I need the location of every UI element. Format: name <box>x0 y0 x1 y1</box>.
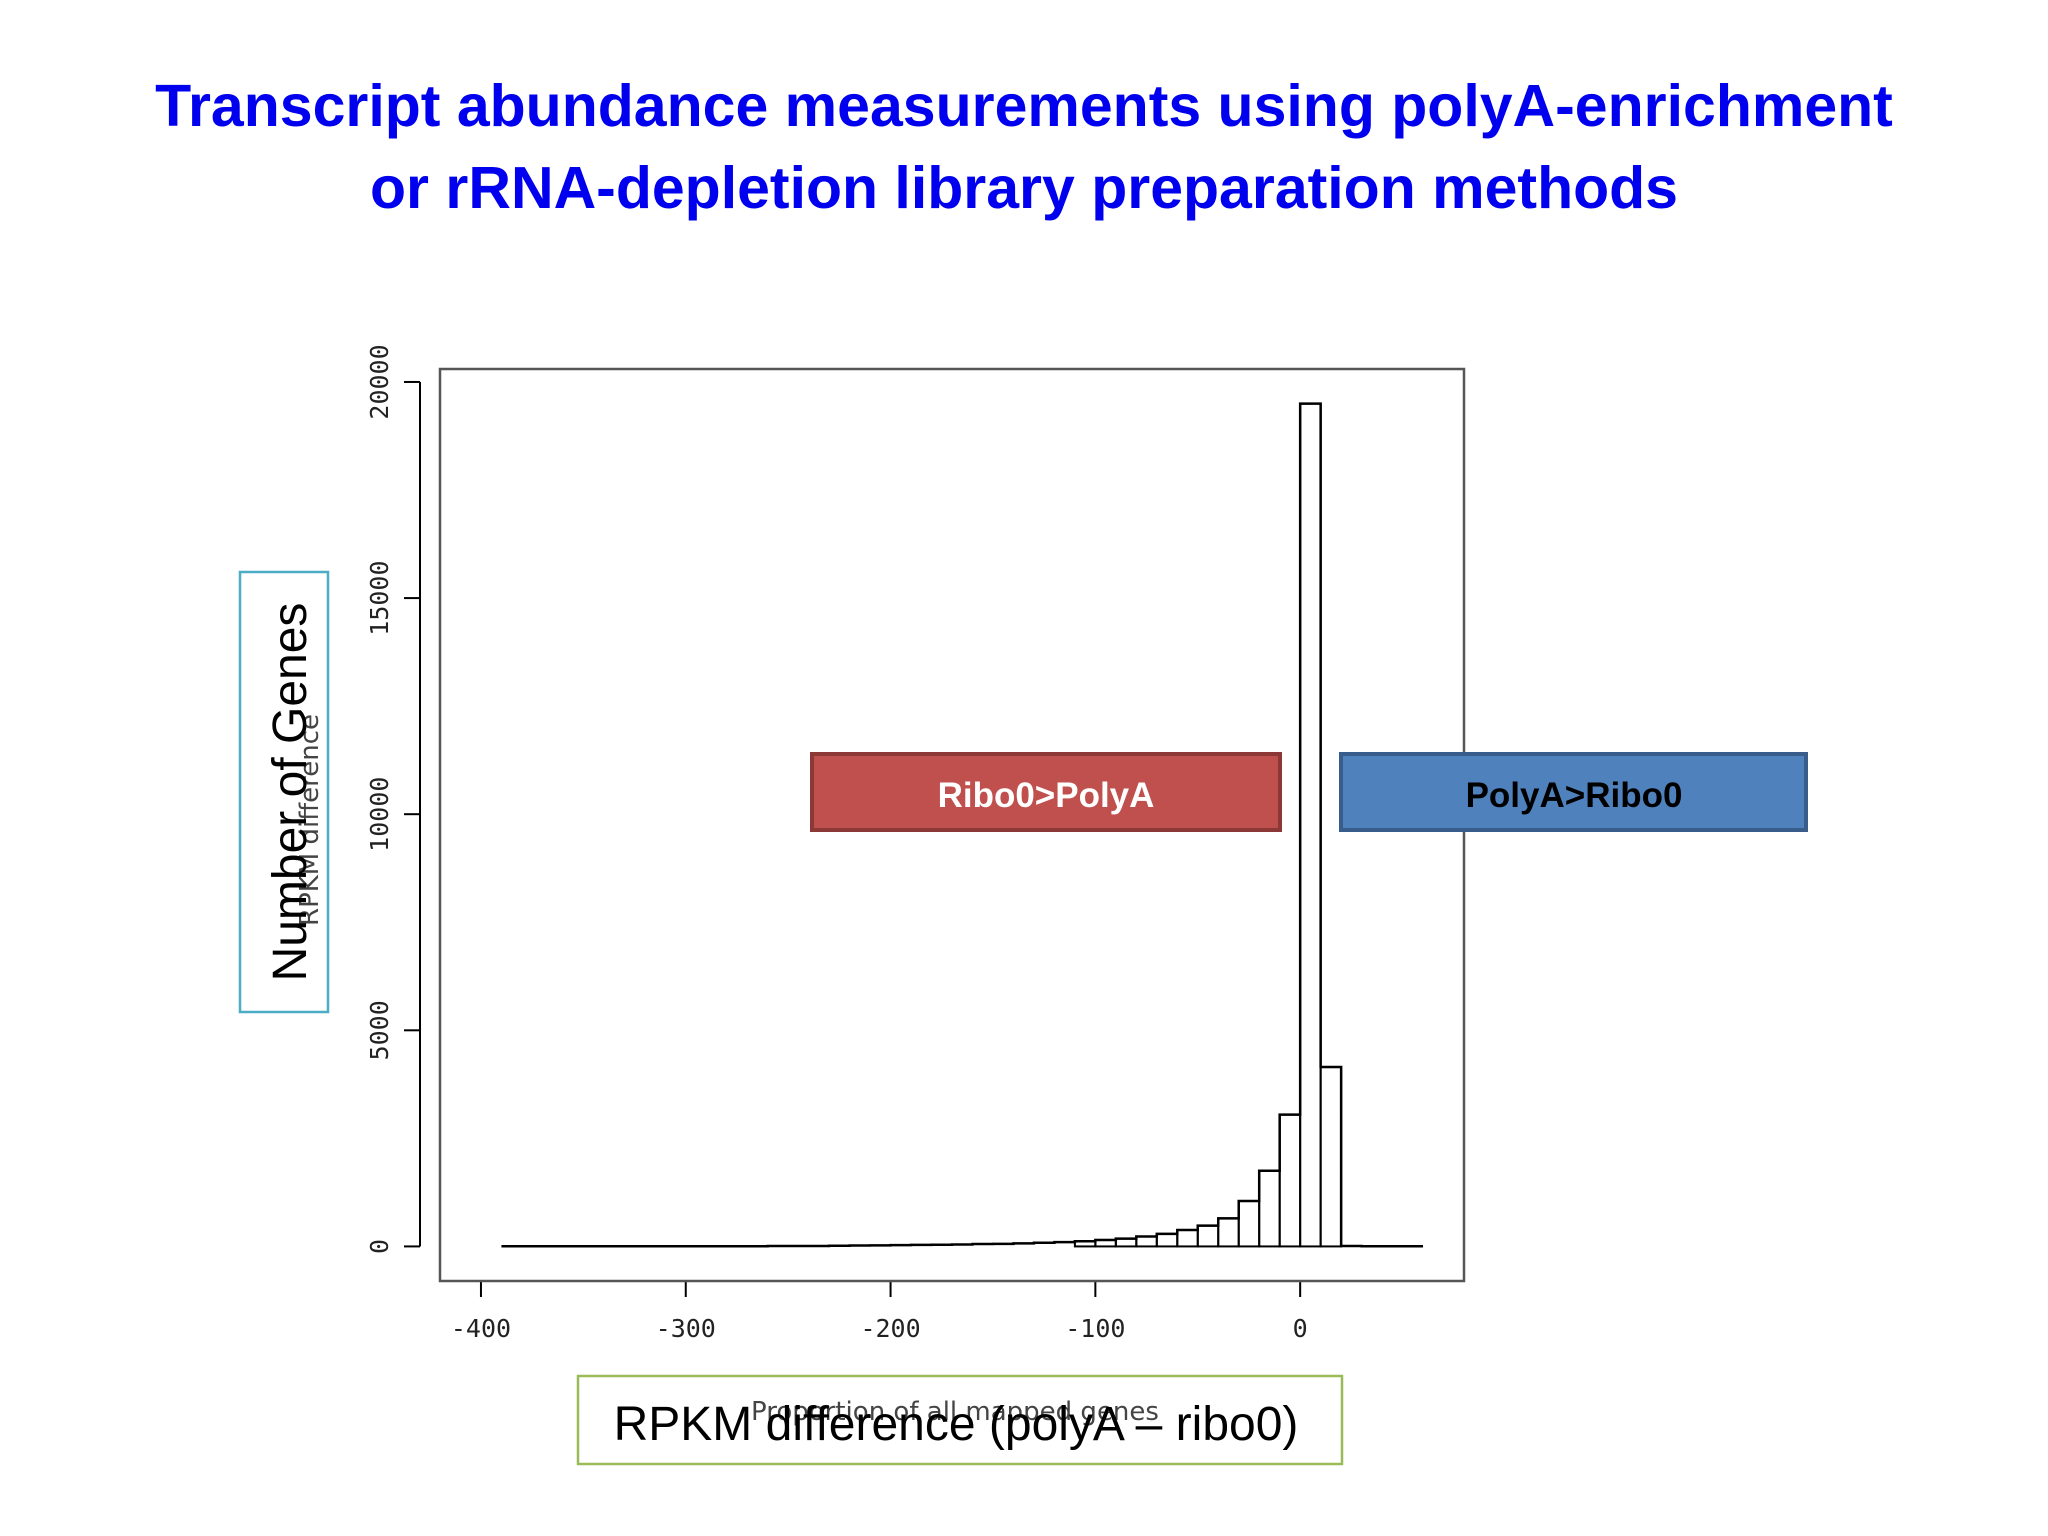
x-tick-label: -400 <box>451 1314 511 1343</box>
x-axis-label: RPKM difference (polyA – ribo0) <box>614 1398 1299 1451</box>
slide-title-line-1: Transcript abundance measurements using … <box>155 73 1893 139</box>
histogram-bar <box>1155 1232 1179 1248</box>
histogram-bar <box>1237 1200 1261 1248</box>
y-tick-label: 0 <box>365 1239 394 1254</box>
y-tick-label: 5000 <box>365 1000 394 1060</box>
histogram-bar <box>1217 1217 1240 1248</box>
x-tick-label: -100 <box>1065 1314 1125 1343</box>
histogram-step-line <box>501 402 1424 1248</box>
ghost-y-label: RPKM difference <box>295 714 325 926</box>
y-tick-label: 15000 <box>365 560 394 635</box>
y-tick-label: 10000 <box>365 777 394 852</box>
polya-annotation-box: PolyA>Ribo0 <box>1339 752 1808 832</box>
x-tick-label: -300 <box>656 1314 716 1343</box>
y-axis-label: Number of Genes <box>264 603 317 982</box>
y-tick-label: 20000 <box>365 344 394 419</box>
histogram-bar <box>1319 1066 1343 1248</box>
x-tick-label: -200 <box>860 1314 920 1343</box>
histogram-bar <box>1278 1113 1302 1248</box>
ribo0-label: Ribo0>PolyA <box>938 776 1155 815</box>
x-axis-label-box: RPKM difference (polyA – ribo0) <box>576 1374 1344 1466</box>
histogram-bar <box>1176 1228 1199 1248</box>
polya-label: PolyA>Ribo0 <box>1466 776 1683 815</box>
histogram-bar <box>1196 1224 1220 1248</box>
x-tick-label: 0 <box>1293 1314 1308 1343</box>
ribo0-annotation-box: Ribo0>PolyA <box>810 752 1282 832</box>
ghost-x-label: Proportion of all mapped genes <box>751 1397 1159 1427</box>
slide-title-line-2: or rRNA-depletion library preparation me… <box>370 155 1678 221</box>
y-axis: 0 5000 10000 15000 20000 <box>365 344 421 1254</box>
x-axis: -400 -300 -200 -100 0 <box>451 1280 1308 1343</box>
histogram-bar <box>1135 1235 1158 1248</box>
histogram-bar <box>1258 1169 1281 1248</box>
histogram-bar <box>1299 402 1322 1248</box>
y-axis-label-box: Number of Genes <box>238 570 330 1014</box>
